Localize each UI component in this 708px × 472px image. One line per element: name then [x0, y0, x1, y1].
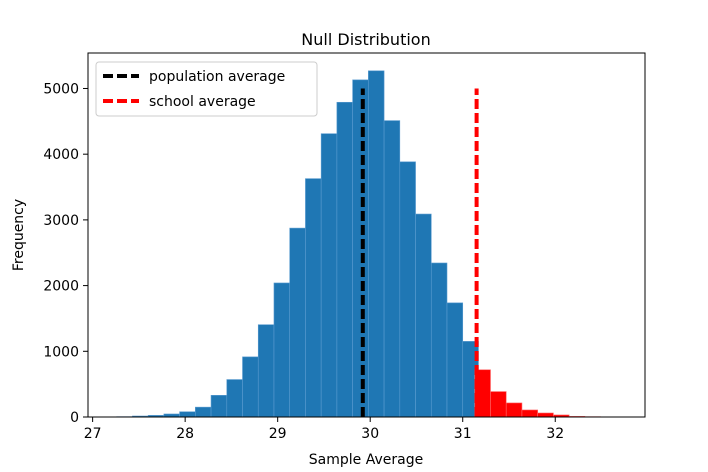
x-tick-label: 29	[269, 426, 287, 442]
tail-bar	[522, 410, 538, 417]
null-bar	[431, 263, 447, 417]
null-bar	[195, 407, 211, 417]
null-bar	[180, 412, 196, 417]
tail-bar	[538, 413, 554, 417]
null-bar	[447, 303, 463, 417]
y-tick-label: 1000	[43, 344, 79, 360]
null-bar	[243, 357, 259, 417]
null-bar	[337, 102, 353, 417]
y-ticks: 0 1000 2000 3000 4000 5000	[43, 81, 88, 426]
tail-bar	[506, 403, 522, 417]
legend-label-school: school average	[149, 94, 256, 110]
y-tick-label: 0	[70, 410, 79, 426]
null-bar	[416, 214, 432, 417]
x-tick-label: 32	[546, 426, 564, 442]
x-ticks: 27 28 29 30 31 32	[84, 417, 564, 442]
y-tick-label: 5000	[43, 81, 79, 97]
y-tick-label: 3000	[43, 213, 79, 229]
bars	[117, 71, 617, 417]
null-bar	[227, 380, 243, 417]
null-bar	[211, 395, 227, 417]
x-tick-label: 30	[361, 426, 379, 442]
null-bar	[368, 71, 384, 417]
null-bar	[258, 325, 274, 417]
legend: population average school average	[96, 62, 317, 116]
null-bar	[400, 162, 416, 417]
null-bar	[384, 121, 400, 417]
null-bar	[321, 134, 337, 417]
null-bar	[290, 228, 306, 417]
x-tick-label: 27	[84, 426, 102, 442]
x-axis-label: Sample Average	[309, 452, 423, 468]
legend-label-population: population average	[149, 69, 285, 85]
y-tick-label: 2000	[43, 279, 79, 295]
null-bar	[353, 80, 369, 417]
chart-title: Null Distribution	[301, 30, 430, 49]
tail-bar	[490, 392, 506, 417]
x-tick-label: 28	[176, 426, 194, 442]
y-tick-label: 4000	[43, 147, 79, 163]
null-bar	[274, 283, 290, 417]
x-tick-label: 31	[454, 426, 472, 442]
y-axis-label: Frequency	[11, 199, 27, 271]
null-bar	[305, 179, 321, 417]
